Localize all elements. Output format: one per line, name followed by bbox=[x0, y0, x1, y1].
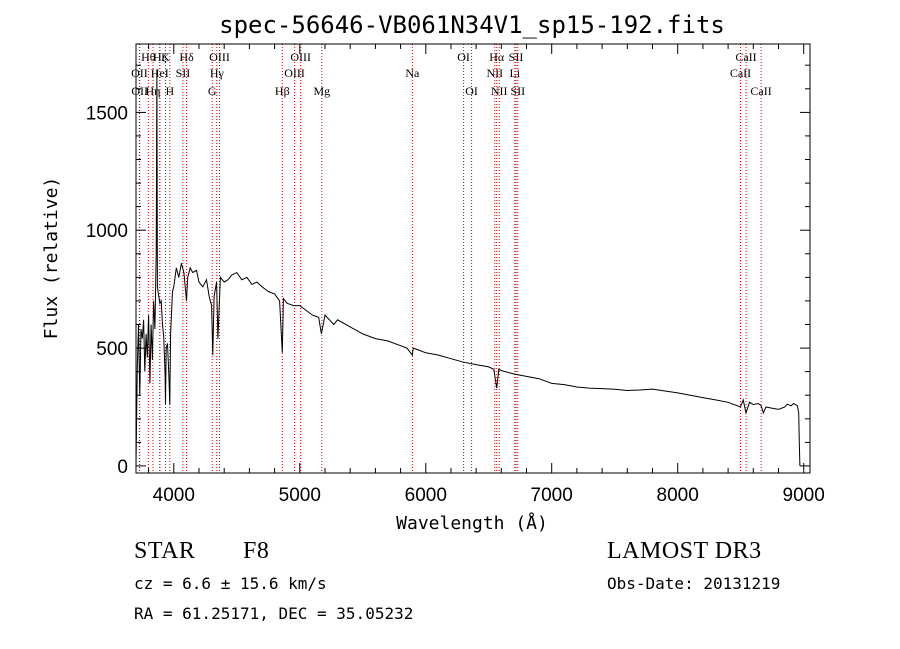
reference-line-label: H bbox=[165, 84, 174, 98]
x-axis-label: Wavelength (Å) bbox=[396, 512, 548, 534]
reference-line-label: OIII bbox=[290, 50, 311, 64]
reference-line-label: NII bbox=[486, 66, 503, 80]
redshift-info: cz = 6.6 ± 15.6 km/s bbox=[134, 574, 327, 593]
y-tick-label: 1500 bbox=[86, 103, 128, 124]
y-tick-label: 1000 bbox=[86, 221, 128, 242]
y-tick-label: 500 bbox=[96, 339, 128, 360]
reference-line-label: G bbox=[208, 84, 217, 98]
axis-ticks: 4000 5000 6000 7000 8000 9000 0 500 1000 1500 bbox=[86, 44, 825, 506]
chart-title: spec-56646-VB061N34V1_sp15-192.fits bbox=[219, 11, 725, 39]
reference-line-label: SII bbox=[509, 50, 524, 64]
reference-lines: OIIOIIHθHηHeIHζKHSIIHδGHγOIIIHβOIIIOIIIM… bbox=[131, 44, 772, 473]
y-tick-label: 0 bbox=[117, 457, 128, 478]
reference-line-label: Li bbox=[509, 66, 520, 80]
reference-line-label: CaII bbox=[730, 66, 751, 80]
reference-line-label: Hα bbox=[489, 50, 505, 64]
reference-line-label: Mg bbox=[313, 84, 330, 98]
reference-line-label: OIII bbox=[284, 66, 305, 80]
reference-line-label: Hθ bbox=[141, 50, 156, 64]
y-axis-label: Flux (relative) bbox=[41, 177, 62, 340]
reference-line-label: Hζ bbox=[153, 50, 167, 64]
obs-date: Obs-Date: 20131219 bbox=[607, 574, 781, 593]
reference-line-label: K bbox=[161, 50, 170, 64]
object-subclass: F8 bbox=[243, 538, 270, 564]
reference-line-label: NII bbox=[491, 84, 508, 98]
reference-line-label: SII bbox=[176, 66, 191, 80]
object-class: STAR bbox=[134, 538, 196, 564]
reference-line-label: Hγ bbox=[210, 66, 225, 80]
reference-line-label: CaII bbox=[750, 84, 771, 98]
x-tick-label: 4000 bbox=[153, 485, 195, 506]
reference-line-label: Na bbox=[405, 66, 420, 80]
reference-line-label: Hδ bbox=[179, 50, 194, 64]
x-tick-label: 6000 bbox=[405, 485, 447, 506]
x-tick-label: 8000 bbox=[657, 485, 699, 506]
survey-name: LAMOST DR3 bbox=[607, 538, 762, 564]
reference-line-label: Hη bbox=[146, 84, 161, 98]
coordinates: RA = 61.25171, DEC = 35.05232 bbox=[134, 604, 414, 623]
reference-line-label: OI bbox=[457, 50, 470, 64]
spectrum-line bbox=[135, 69, 801, 466]
reference-line-label: Hβ bbox=[275, 84, 290, 98]
reference-line-label: OIII bbox=[209, 50, 230, 64]
reference-line-label: OII bbox=[131, 66, 148, 80]
x-tick-label: 5000 bbox=[279, 485, 321, 506]
plot-frame bbox=[135, 43, 811, 474]
reference-line-label: SII bbox=[510, 84, 525, 98]
reference-line-label: CaII bbox=[735, 50, 756, 64]
reference-line-label: OI bbox=[465, 84, 478, 98]
x-tick-label: 7000 bbox=[531, 485, 573, 506]
x-tick-label: 9000 bbox=[783, 485, 825, 506]
reference-line-label: HeI bbox=[151, 66, 169, 80]
